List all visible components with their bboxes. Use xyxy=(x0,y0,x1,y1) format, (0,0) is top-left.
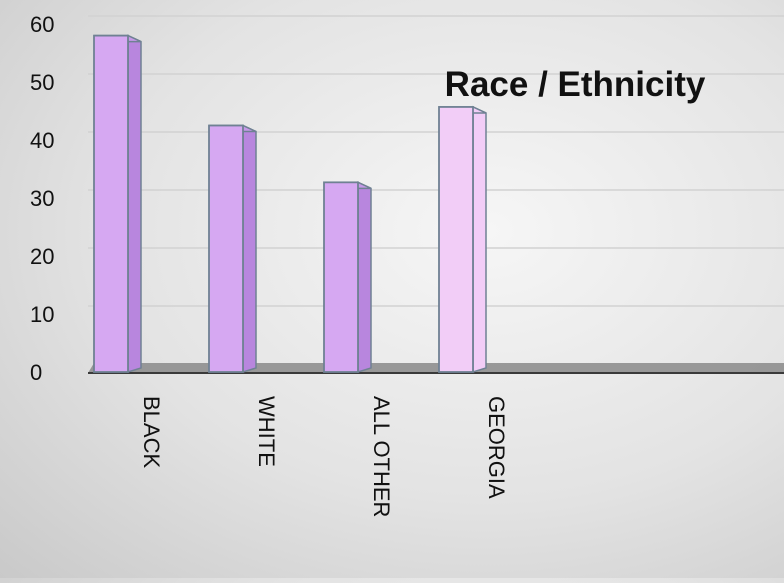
x-tick-label-georgia: GEORGIA xyxy=(484,396,509,499)
chart-floor-plane xyxy=(88,363,784,373)
y-tick-label-10: 10 xyxy=(30,302,54,327)
bar-georgia xyxy=(438,105,487,374)
bar-all-other xyxy=(323,181,372,374)
bar-side-georgia xyxy=(472,105,487,374)
bar-front-all-other xyxy=(323,181,359,373)
y-tick-label-40: 40 xyxy=(30,128,54,153)
bar-side-white xyxy=(242,124,257,374)
bar-front-georgia xyxy=(438,106,474,373)
x-tick-label-all-other: ALL OTHER xyxy=(369,396,394,517)
y-tick-label-20: 20 xyxy=(30,244,54,269)
chart-title: Race / Ethnicity xyxy=(445,65,706,104)
bar-side-all-other xyxy=(357,181,372,374)
chart-floor xyxy=(88,363,784,374)
gridlines xyxy=(88,15,784,307)
y-tick-label-50: 50 xyxy=(30,70,54,95)
bar-side-black xyxy=(127,34,142,374)
y-axis-tick-labels: 0 10 20 30 40 50 60 xyxy=(30,12,54,385)
bar-front-white xyxy=(208,124,244,373)
x-axis-tick-labels: BLACK WHITE ALL OTHER GEORGIA xyxy=(139,396,509,517)
x-tick-label-white: WHITE xyxy=(254,396,279,467)
bars xyxy=(93,34,487,374)
bar-white xyxy=(208,124,257,374)
y-tick-label-60: 60 xyxy=(30,12,54,37)
x-tick-label-black: BLACK xyxy=(139,396,164,468)
bar-front-black xyxy=(93,34,129,373)
bar-black xyxy=(93,34,142,374)
y-tick-label-0: 0 xyxy=(30,360,42,385)
y-tick-label-30: 30 xyxy=(30,186,54,211)
